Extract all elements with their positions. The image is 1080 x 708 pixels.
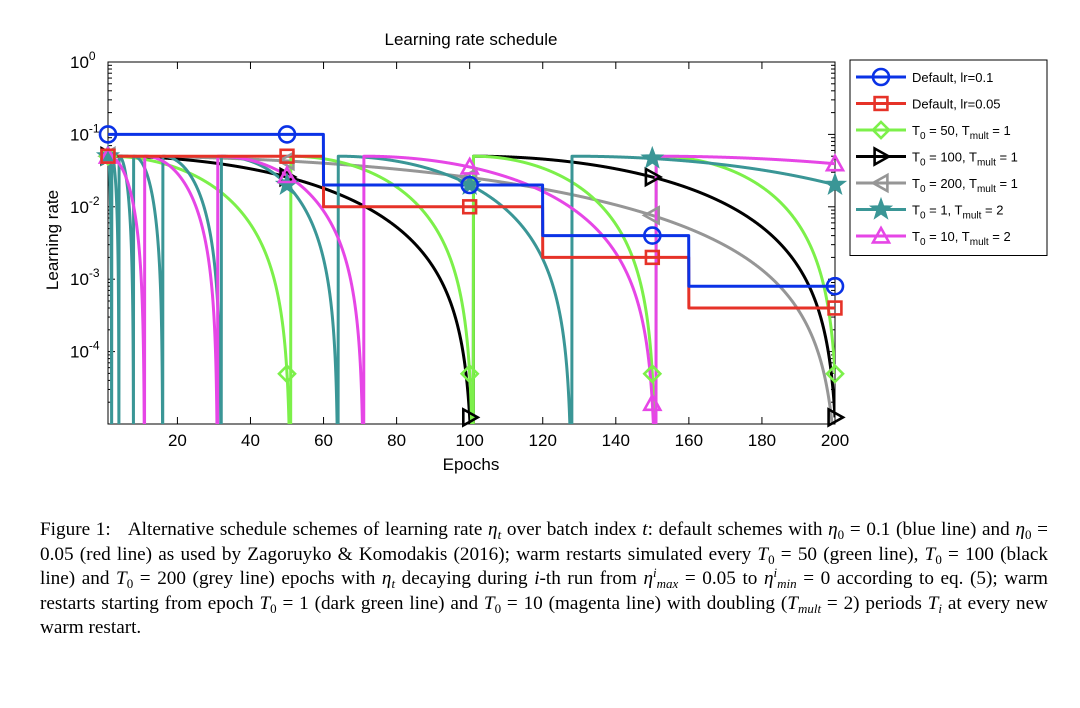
data-point	[461, 199, 478, 215]
figure-caption: Figure 1: Alternative schedule schemes o…	[40, 519, 1049, 639]
y-tick-label: 10-4	[70, 339, 100, 362]
x-tick-label: 100	[455, 431, 483, 450]
data-point	[641, 205, 661, 226]
series-line	[108, 154, 835, 310]
data-point	[868, 196, 894, 220]
data-point	[279, 148, 295, 164]
data-point	[460, 175, 479, 195]
data-point	[871, 120, 891, 140]
data-point	[873, 146, 892, 167]
legend: Default, lr=0.1 Default, lr=0.05 T0 = 50, …	[849, 59, 1048, 256]
chart-title: Learning rate schedule	[385, 30, 558, 49]
data-point	[100, 148, 116, 164]
x-tick-label: 120	[529, 431, 557, 450]
data-point	[822, 172, 848, 196]
data-point	[644, 249, 661, 266]
x-tick-label: 160	[675, 431, 703, 450]
data-point	[827, 407, 846, 428]
legend-label: T0 = 1, Tmult = 2	[912, 203, 1003, 222]
y-tick-label: 10-1	[70, 121, 100, 144]
series-line	[108, 154, 835, 424]
y-tick-label: 10-3	[70, 266, 100, 289]
legend-label: T0 = 100, Tmult = 1	[912, 150, 1018, 169]
data-point	[870, 172, 889, 194]
x-tick-label: 60	[314, 431, 333, 450]
x-tick-label: 40	[241, 431, 260, 450]
data-point	[825, 276, 845, 296]
legend-label: T0 = 50, Tmult = 1	[912, 123, 1011, 142]
data-point	[870, 225, 892, 244]
legend-label: T0 = 200, Tmult = 1	[912, 176, 1018, 195]
x-tick-label: 140	[602, 431, 630, 450]
data-point	[640, 145, 665, 169]
x-tick-label: 180	[748, 431, 776, 450]
data-point	[277, 363, 297, 384]
data-point	[643, 226, 662, 245]
x-tick-label: 80	[387, 431, 406, 450]
legend-label: Default, lr=0.05	[912, 97, 1001, 112]
y-axis-label: Learning rate	[43, 190, 62, 290]
data-point	[824, 153, 846, 172]
y-tick-label: 100	[70, 49, 96, 72]
data-point	[98, 125, 118, 144]
data-point	[873, 95, 889, 112]
data-point	[461, 407, 481, 428]
x-tick-label: 200	[821, 431, 849, 450]
data-point	[871, 67, 891, 87]
caption-label: Figure 1:	[40, 519, 111, 540]
y-tick-label: 10-2	[70, 194, 100, 217]
x-tick-label: 20	[168, 431, 187, 450]
axes: 20 40 60 80 100 120 140 160 180 200 100 10-1 10-2 10-…	[70, 49, 849, 450]
data-point	[642, 392, 663, 412]
legend-label: T0 = 10, Tmult = 2	[912, 229, 1011, 248]
data-point	[276, 164, 298, 184]
data-point	[277, 125, 297, 144]
x-axis-label: Epochs	[443, 455, 500, 474]
data-point	[825, 363, 845, 384]
data-point	[642, 363, 663, 384]
data-point	[827, 300, 843, 316]
learning-rate-chart: Learning rate schedule 20 40 60 80 100 120 140…	[43, 30, 1048, 474]
data-point	[459, 156, 480, 175]
data-point	[459, 363, 480, 384]
data-point	[644, 166, 663, 188]
legend-label: Default, lr=0.1	[912, 70, 993, 85]
series-markers	[95, 125, 848, 428]
